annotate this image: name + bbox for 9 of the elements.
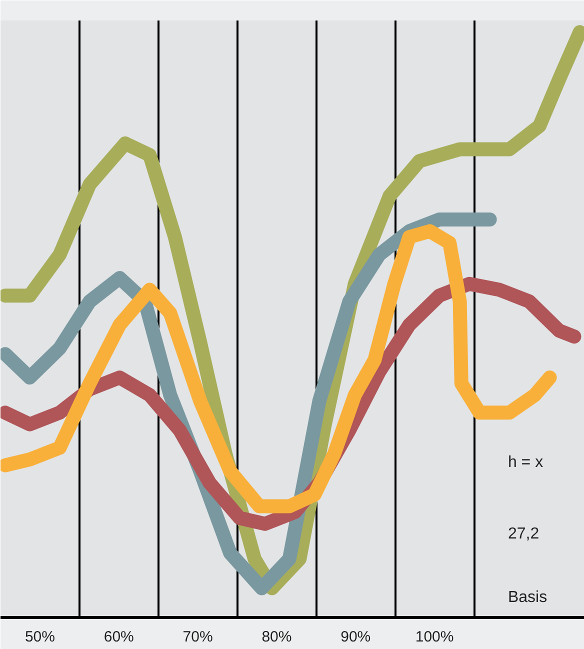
x-tick-label: 90% bbox=[340, 628, 371, 646]
annotation: h = x bbox=[508, 454, 544, 472]
x-tick-label: 50% bbox=[24, 628, 55, 646]
x-tick-label: 80% bbox=[262, 628, 292, 646]
x-tick-label: 60% bbox=[104, 628, 134, 646]
x-tick-label: 100% bbox=[415, 628, 454, 646]
annotation: 27,2 bbox=[508, 525, 540, 542]
x-tick-label: 70% bbox=[182, 628, 213, 646]
annotation: Basis bbox=[508, 588, 548, 606]
